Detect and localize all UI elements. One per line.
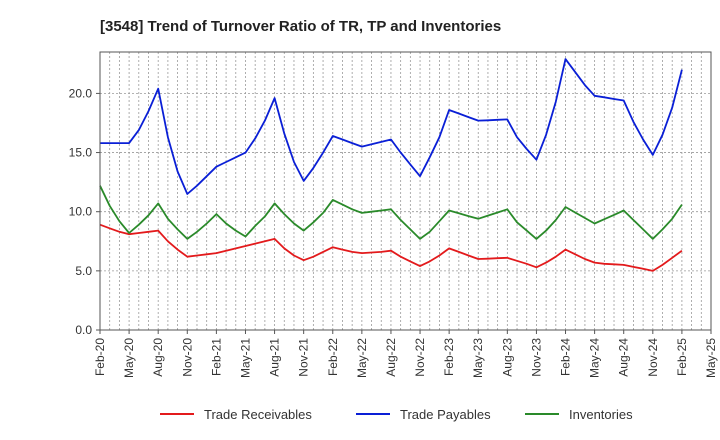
x-tick-label: May-24 <box>588 338 602 378</box>
series-group <box>99 58 683 272</box>
x-tick-label: Nov-21 <box>297 338 311 377</box>
y-tick-label: 10.0 <box>69 205 93 219</box>
x-tick-label: May-23 <box>471 338 485 378</box>
series-line-trade-receivables <box>99 223 683 272</box>
legend-label-trade-receivables: Trade Receivables <box>204 407 312 422</box>
series-line-inventories <box>99 185 683 240</box>
x-tick-label: Nov-23 <box>529 338 543 377</box>
x-tick-label: Feb-22 <box>326 338 340 376</box>
legend-label-trade-payables: Trade Payables <box>400 407 491 422</box>
y-tick-label: 20.0 <box>69 86 93 100</box>
x-tick-label: Nov-24 <box>646 338 660 377</box>
y-tick-label: 15.0 <box>69 146 93 160</box>
x-tick-label: Nov-20 <box>180 338 194 377</box>
x-tick-label: May-21 <box>238 338 252 378</box>
x-tick-label: Aug-23 <box>500 338 514 377</box>
series-line-trade-payables <box>100 58 683 195</box>
x-tick-label: Feb-24 <box>559 338 573 376</box>
x-tick-label: Aug-21 <box>268 338 282 377</box>
x-tick-label: Aug-22 <box>384 338 398 377</box>
x-tick-label: Aug-24 <box>617 338 631 377</box>
y-tick-label: 0.0 <box>75 323 92 337</box>
y-tick-label: 5.0 <box>75 264 92 278</box>
x-tick-label: Aug-20 <box>151 338 165 377</box>
x-tick-label: May-20 <box>122 338 136 378</box>
plot-frame <box>99 51 712 331</box>
x-axis: Feb-20 May-20 Aug-20 Nov-20 Feb-21 May-21 Aug-… <box>93 330 718 378</box>
y-axis: 0.0 5.0 10.0 15.0 20.0 <box>69 86 100 337</box>
x-tick-label: Nov-22 <box>413 338 427 377</box>
x-tick-label: May-22 <box>355 338 369 378</box>
x-tick-label: Feb-20 <box>93 338 107 376</box>
x-tick-label: Feb-21 <box>209 338 223 376</box>
x-tick-label: Feb-25 <box>675 338 689 376</box>
x-tick-label: May-25 <box>704 338 718 378</box>
legend: Trade Receivables Trade Payables Inventori… <box>160 407 633 422</box>
chart-title: [3548] Trend of Turnover Ratio of TR, TP… <box>100 18 501 35</box>
x-tick-label: Feb-23 <box>442 338 456 376</box>
legend-label-inventories: Inventories <box>569 407 633 422</box>
